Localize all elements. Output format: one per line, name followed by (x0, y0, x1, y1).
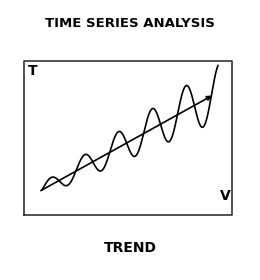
Text: TIME SERIES ANALYSIS: TIME SERIES ANALYSIS (45, 17, 215, 30)
Text: TREND: TREND (103, 241, 157, 255)
Text: V: V (220, 189, 230, 203)
Text: T: T (28, 64, 37, 78)
